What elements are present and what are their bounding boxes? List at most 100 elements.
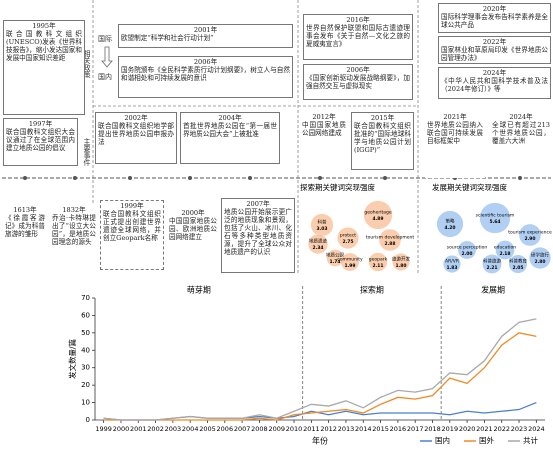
event-text: 国家林业和草原局印发《世界地质公园管理办法》 bbox=[441, 46, 548, 63]
bubble-value: 2.75 bbox=[342, 239, 353, 245]
bubble bbox=[340, 252, 360, 272]
event-box: 2021年 世界地质公园纳入联合国可持续发展目标框架中 bbox=[425, 112, 485, 178]
legend-label: 国内 bbox=[435, 435, 450, 445]
bubble-value: 2.00 bbox=[461, 251, 472, 257]
y-tick-label: 70 bbox=[81, 294, 90, 302]
event-box: 2024年 《中华人民共和国科学技术普及法（2024年修订）》等 bbox=[438, 67, 551, 99]
event-box: 2002年 联合国教科文组织地学部提出世界地质公园申报办法 bbox=[95, 112, 177, 164]
bubble-value: 2.05 bbox=[512, 265, 523, 271]
x-tick-label: 2020 bbox=[459, 425, 476, 433]
bubble-value: 2.88 bbox=[384, 241, 395, 247]
events-label: 主要事件 bbox=[83, 138, 91, 166]
event-box: 2000年 中国国家地质公园、欧洲地质公园网络建立 bbox=[167, 208, 219, 266]
bubble-label: tourism development bbox=[366, 235, 415, 241]
bubble bbox=[508, 254, 528, 274]
event-box: 2020年 国际科学理事会发布告科学素养是全球公共产品 bbox=[438, 3, 551, 33]
bubble-label: geopark bbox=[369, 257, 388, 263]
bubble-label: 旅游开发 bbox=[392, 256, 410, 263]
y-tick-label: 60 bbox=[81, 311, 90, 319]
bubble-value: 2.21 bbox=[486, 265, 497, 271]
bubble-label: tourism experience bbox=[508, 230, 552, 236]
x-tick-label: 1999 bbox=[95, 425, 112, 433]
bubble bbox=[479, 202, 511, 234]
event-year: 2012年 bbox=[312, 113, 336, 121]
bubble-label: 策略 bbox=[446, 218, 455, 225]
period-label: 探索期 bbox=[360, 285, 384, 295]
event-text: 联合国教科文组织地学部提出世界地质公园申报办法 bbox=[98, 122, 174, 147]
event-text: 世界自然保护联盟和国际古遗迹理事会发布《关于自然—文化之旅的夏威夷宣言》 bbox=[306, 24, 410, 49]
bubble-label: 科普教育 bbox=[509, 258, 527, 265]
event-box: 1613年 《徐霞客游记》成为科普旅游的雏形 bbox=[3, 205, 47, 267]
x-tick-label: 2002 bbox=[147, 425, 164, 433]
x-tick-label: 2017 bbox=[407, 425, 424, 433]
event-box: 2015年 联合国教科文组织批准的“国际地球科学与地质公园计划(IGGP)” bbox=[351, 112, 414, 170]
bubble-value: 1.99 bbox=[344, 263, 355, 269]
legend-label: 共计 bbox=[523, 435, 538, 445]
event-text: 地质公园开始展示更广泛的地质现象和景观，包括了火山、冰川、化石等多种类型地质资源… bbox=[224, 208, 292, 257]
x-tick-label: 2016 bbox=[390, 425, 407, 433]
bubble-label: 研学旅行 bbox=[531, 252, 549, 259]
bubble-value: 2.18 bbox=[499, 251, 510, 257]
event-text: 国际科学理事会发布告科学素养是全球公共产品 bbox=[441, 13, 548, 30]
x-tick-label: 2010 bbox=[286, 425, 303, 433]
event-year: 2007年 bbox=[246, 200, 270, 208]
bubble-label: 地质公园 bbox=[326, 252, 344, 259]
event-year: 2004年 bbox=[218, 114, 242, 122]
bubble-label: geoheritage bbox=[364, 210, 391, 216]
x-tick-label: 2011 bbox=[303, 425, 320, 433]
x-tick-label: 2012 bbox=[320, 425, 337, 433]
bubble bbox=[528, 246, 552, 270]
event-year: 2021年 bbox=[443, 113, 467, 121]
bubble-label: 科普 bbox=[318, 219, 327, 226]
bubble-label: source perception bbox=[447, 245, 488, 251]
bubble-label: 地质遗迹 bbox=[309, 238, 327, 245]
bubble-value: 1.80 bbox=[395, 263, 406, 269]
bubble-label: 科普旅游 bbox=[483, 258, 501, 265]
bubble-label: community bbox=[337, 257, 363, 263]
bubble-title: 探索期关键词突现强度 bbox=[300, 182, 375, 192]
bubble-value: 5.64 bbox=[489, 219, 500, 225]
bubble-value: 1.83 bbox=[446, 265, 457, 271]
event-box: 2006年 国务院颁布《全民科学素质行动计划纲要》，树立人与自然和谐相处和可持续发… bbox=[118, 56, 293, 98]
bubble-label: scientific tourism bbox=[476, 213, 515, 219]
event-box: 2007年 地质公园开始展示更广泛的地质现象和景观，包括了火山、冰川、化石等多种类… bbox=[221, 198, 295, 273]
event-box: 2024年 全球已有超过213个世界地质公园，覆盖六大洲 bbox=[490, 112, 552, 164]
bubble bbox=[442, 254, 462, 274]
bubble bbox=[495, 240, 515, 260]
x-tick-label: 2000 bbox=[113, 425, 130, 433]
event-box: 1997年 联合国教科文组织大会议通过了在全球范围内建立地质公园的倡议 bbox=[3, 118, 78, 166]
policy-label: 相关政策 bbox=[83, 50, 91, 78]
event-text: 联合国教科文组织大会议通过了在全球范围内建立地质公园的倡议 bbox=[6, 128, 75, 153]
bubble-label: AR/VR bbox=[445, 259, 459, 265]
y-axis-title: 发文数量/篇 bbox=[67, 338, 77, 379]
event-box: 2006年 《国家创新驱动发展战略纲要》，加强自然交互与虚拟现实 bbox=[303, 64, 413, 100]
bubble-value: 4.20 bbox=[444, 225, 455, 231]
line-series bbox=[103, 332, 537, 421]
bubble bbox=[307, 233, 329, 255]
bubble-label: protect bbox=[340, 233, 356, 239]
event-year: 2006年 bbox=[193, 58, 218, 66]
x-tick-label: 2024 bbox=[528, 425, 545, 433]
x-tick-label: 2007 bbox=[234, 425, 251, 433]
event-year: 2015年 bbox=[370, 114, 395, 122]
event-year: 2001年 bbox=[193, 26, 218, 34]
x-tick-label: 2003 bbox=[165, 425, 182, 433]
y-tick-label: 30 bbox=[81, 364, 90, 372]
event-text: 欧盟制定“科学和社会行动计划” bbox=[121, 34, 214, 43]
bubble-value: 1.74 bbox=[329, 259, 340, 265]
event-box: 2004年 首批世界地质公园在“第一届世界地质公园大会”上被批准 bbox=[180, 112, 280, 164]
event-year: 2022年 bbox=[482, 38, 507, 46]
x-tick-label: 2001 bbox=[130, 425, 147, 433]
event-text: 《中华人民共和国科学技术普及法（2024年修订）》等 bbox=[441, 77, 548, 94]
y-tick-label: 50 bbox=[81, 329, 90, 337]
bubble bbox=[363, 200, 393, 230]
dom-label: 国内 bbox=[98, 73, 112, 81]
event-text: 国务院颁布《全民科学素质行动计划纲要》，树立人与自然和谐相处和可持续发展的意识 bbox=[121, 66, 290, 83]
bubble-value: 4.89 bbox=[372, 216, 383, 222]
event-box: 2012年 中国国家地质公园网络建成 bbox=[300, 112, 348, 167]
bubble bbox=[436, 210, 464, 238]
legend-label: 国外 bbox=[479, 435, 494, 445]
event-year: 2002年 bbox=[124, 114, 148, 122]
bubble-value: 2.34 bbox=[312, 245, 323, 251]
